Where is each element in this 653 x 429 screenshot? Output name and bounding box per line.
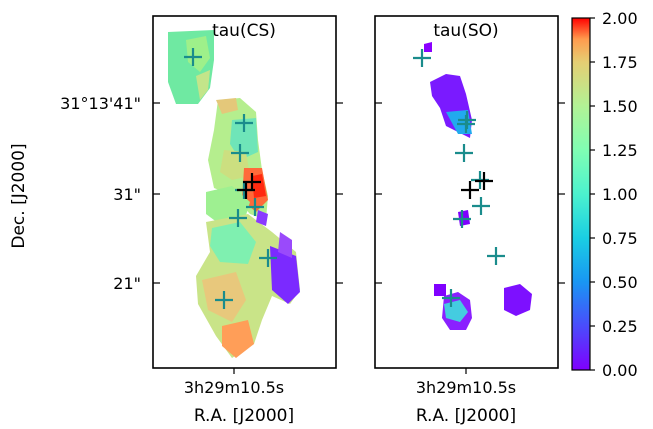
colorbar-tick-label: 1.75 [602,53,638,72]
tau-cs-ytick-label-3: 21" [113,274,141,293]
tau-cs-marker-teal [235,114,253,132]
tau-so-marker-teal [487,247,505,265]
tau-cs-title: tau(CS) [212,21,276,41]
colorbar-tick-label: 0.50 [602,273,638,292]
tau-cs-xlabel: R.A. [J2000] [194,406,294,426]
tau-so-marker-black [475,172,493,190]
tau-so-marker-teal [413,49,431,67]
colorbar-tick-label: 2.00 [602,9,638,28]
tau-so-title: tau(SO) [433,21,498,41]
tau-so-marker-teal [457,115,475,133]
tau-cs-ytick-label-2: 31" [113,185,141,204]
tau-so-map [424,42,532,330]
tau-so-marker-teal [442,289,460,307]
colorbar-gradient [572,18,590,370]
panel-tau-cs: tau(CS) 31°13'41" 31" 21" 3h29m10.5s R.A… [9,15,343,426]
colorbar-tick-label: 1.50 [602,97,638,116]
tau-cs-marker-teal [231,144,249,162]
colorbar-tick-label: 0.00 [602,361,638,380]
colorbar-tick-label: 0.25 [602,317,638,336]
tau-cs-axes-frame [152,15,337,369]
tau-cs-ylabel: Dec. [J2000] [9,143,29,248]
tau-cs-marker-black [237,181,255,199]
colorbar-tick-label: 1.25 [602,141,638,160]
tau-cs-ytick-label-1: 31°13'41" [60,94,141,113]
colorbar-tick-label: 0.75 [602,229,638,248]
tau-cs-marker-teal [259,249,277,267]
tau-cs-xtick-label: 3h29m10.5s [184,378,284,397]
tau-cs-marker-teal [246,198,264,216]
tau-cs-map [168,30,300,358]
tau-cs-markers [184,48,277,309]
tau-so-markers [413,49,505,307]
colorbar-ticks: 2.00 1.75 1.50 1.25 1.00 0.75 0.50 0.25 0.00 [590,9,638,380]
tau-cs-marker-teal [229,209,247,227]
colorbar: 2.00 1.75 1.50 1.25 1.00 0.75 0.50 0.25 0.00 [571,9,638,380]
tau-cs-marker-teal [215,291,233,309]
tau-cs-marker-teal [184,48,202,66]
tau-so-marker-black [461,181,479,199]
tau-so-xtick-label: 3h29m10.5s [416,378,516,397]
tau-so-xlabel: R.A. [J2000] [416,406,516,426]
tau-so-marker-teal [455,144,473,162]
tau-so-marker-teal [472,197,490,215]
tau-so-marker-teal [453,210,471,228]
colorbar-tick-label: 1.00 [602,185,638,204]
panel-tau-so: tau(SO) 3h29m10.5s R.A. [J2000] [374,15,565,426]
